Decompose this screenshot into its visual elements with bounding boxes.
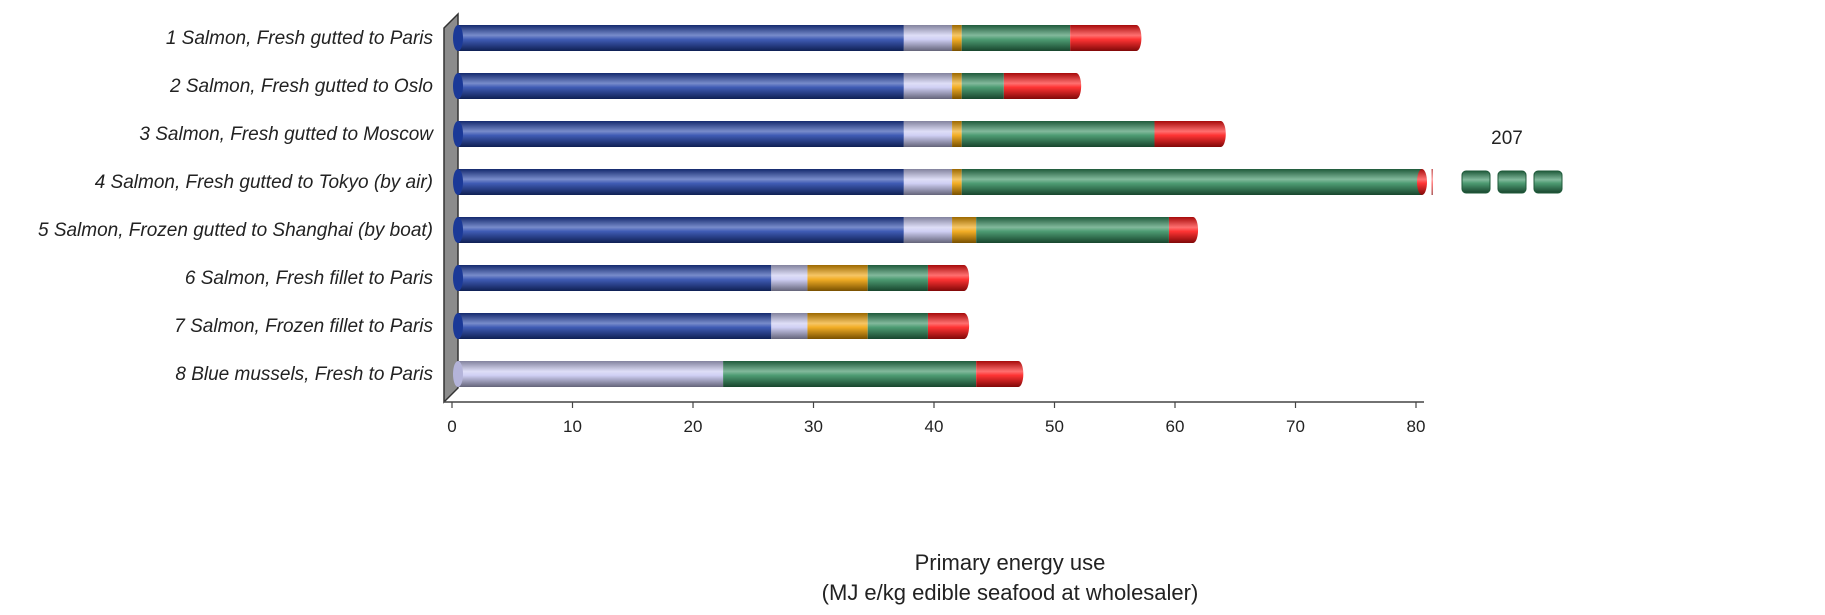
bar-segment — [961, 169, 1422, 195]
overflow-break-block — [1461, 170, 1491, 194]
bar-end-cap — [1013, 361, 1024, 387]
bar-start-cap — [453, 121, 463, 147]
bar-segment — [458, 313, 772, 339]
bar-segment — [961, 25, 1071, 51]
bar-start-cap — [453, 217, 463, 243]
x-axis-subtitle: (MJ e/kg edible seafood at wholesaler) — [822, 580, 1199, 605]
bar-row — [453, 265, 970, 291]
bar-start-cap — [453, 73, 463, 99]
bar-row — [453, 25, 1142, 51]
category-label: 5 Salmon, Frozen gutted to Shanghai (by … — [38, 220, 433, 241]
category-label: 1 Salmon, Fresh gutted to Paris — [166, 28, 434, 49]
bar-segment — [867, 265, 928, 291]
x-tick-label: 0 — [447, 417, 456, 436]
bar-end-cap — [959, 265, 970, 291]
x-axis-title: Primary energy use — [915, 550, 1106, 575]
bar-start-cap — [453, 25, 463, 51]
x-tick-label: 20 — [684, 417, 703, 436]
bar-segment — [952, 121, 962, 147]
bar-start-cap — [453, 361, 463, 387]
bar-segment — [458, 217, 904, 243]
bar-start-cap — [453, 265, 463, 291]
x-tick-label: 80 — [1407, 417, 1426, 436]
bar-segment — [952, 25, 962, 51]
x-tick-label: 70 — [1286, 417, 1305, 436]
bar-segment — [952, 73, 962, 99]
bar-end-cap — [1188, 217, 1199, 243]
bar-segment — [1431, 169, 1433, 195]
category-label: 4 Salmon, Fresh gutted to Tokyo (by air) — [95, 172, 433, 193]
bar-start-cap — [453, 169, 463, 195]
bar-segment — [867, 313, 928, 339]
bar-segment — [771, 265, 808, 291]
chart-back-wall — [443, 12, 459, 404]
bar-start-cap — [453, 313, 463, 339]
bar-segment — [961, 73, 1004, 99]
category-label: 8 Blue mussels, Fresh to Paris — [175, 364, 433, 385]
x-tick-label: 30 — [804, 417, 823, 436]
bar-segment — [458, 25, 904, 51]
bar-segment — [807, 313, 868, 339]
x-tick-label: 60 — [1166, 417, 1185, 436]
bar-row — [453, 73, 1082, 99]
bar-row — [453, 169, 1433, 195]
overflow-break-block — [1533, 170, 1563, 194]
bar-segment — [961, 121, 1155, 147]
bar-segment — [903, 73, 953, 99]
bar-end-cap — [1417, 169, 1427, 195]
bar-segment — [952, 169, 962, 195]
bar-row — [453, 121, 1226, 147]
category-label: 7 Salmon, Frozen fillet to Paris — [174, 316, 433, 337]
bar-segment — [458, 169, 904, 195]
bar-segment — [458, 361, 724, 387]
overflow-value-label: 207 — [1491, 128, 1523, 149]
bar-end-cap — [1071, 73, 1082, 99]
bar-segment — [458, 121, 904, 147]
bar-segment — [976, 361, 1019, 387]
bar-end-cap — [959, 313, 970, 339]
category-label: 6 Salmon, Fresh fillet to Paris — [185, 268, 434, 289]
bar-segment — [458, 73, 904, 99]
bar-row — [453, 313, 970, 339]
x-tick-label: 50 — [1045, 417, 1064, 436]
bar-segment — [927, 313, 965, 339]
x-tick-label: 40 — [925, 417, 944, 436]
category-label: 3 Salmon, Fresh gutted to Moscow — [139, 124, 434, 145]
bar-segment — [771, 313, 808, 339]
bar-row — [453, 361, 1024, 387]
bar-segment — [1003, 73, 1077, 99]
bar-row — [453, 217, 1199, 243]
bar-segment — [723, 361, 977, 387]
bar-end-cap — [1215, 121, 1226, 147]
bar-segment — [976, 217, 1169, 243]
bar-segment — [903, 169, 953, 195]
bar-segment — [1070, 25, 1137, 51]
x-tick-label: 10 — [563, 417, 582, 436]
bar-end-cap — [1131, 25, 1142, 51]
overflow-break-block — [1497, 170, 1527, 194]
bar-segment — [927, 265, 965, 291]
bar-segment — [903, 121, 953, 147]
bar-segment — [903, 25, 953, 51]
bar-segment — [807, 265, 868, 291]
bar-segment — [903, 217, 953, 243]
category-label: 2 Salmon, Fresh gutted to Oslo — [169, 76, 433, 97]
bar-segment — [952, 217, 977, 243]
bar-segment — [1154, 121, 1221, 147]
bar-segment — [458, 265, 772, 291]
